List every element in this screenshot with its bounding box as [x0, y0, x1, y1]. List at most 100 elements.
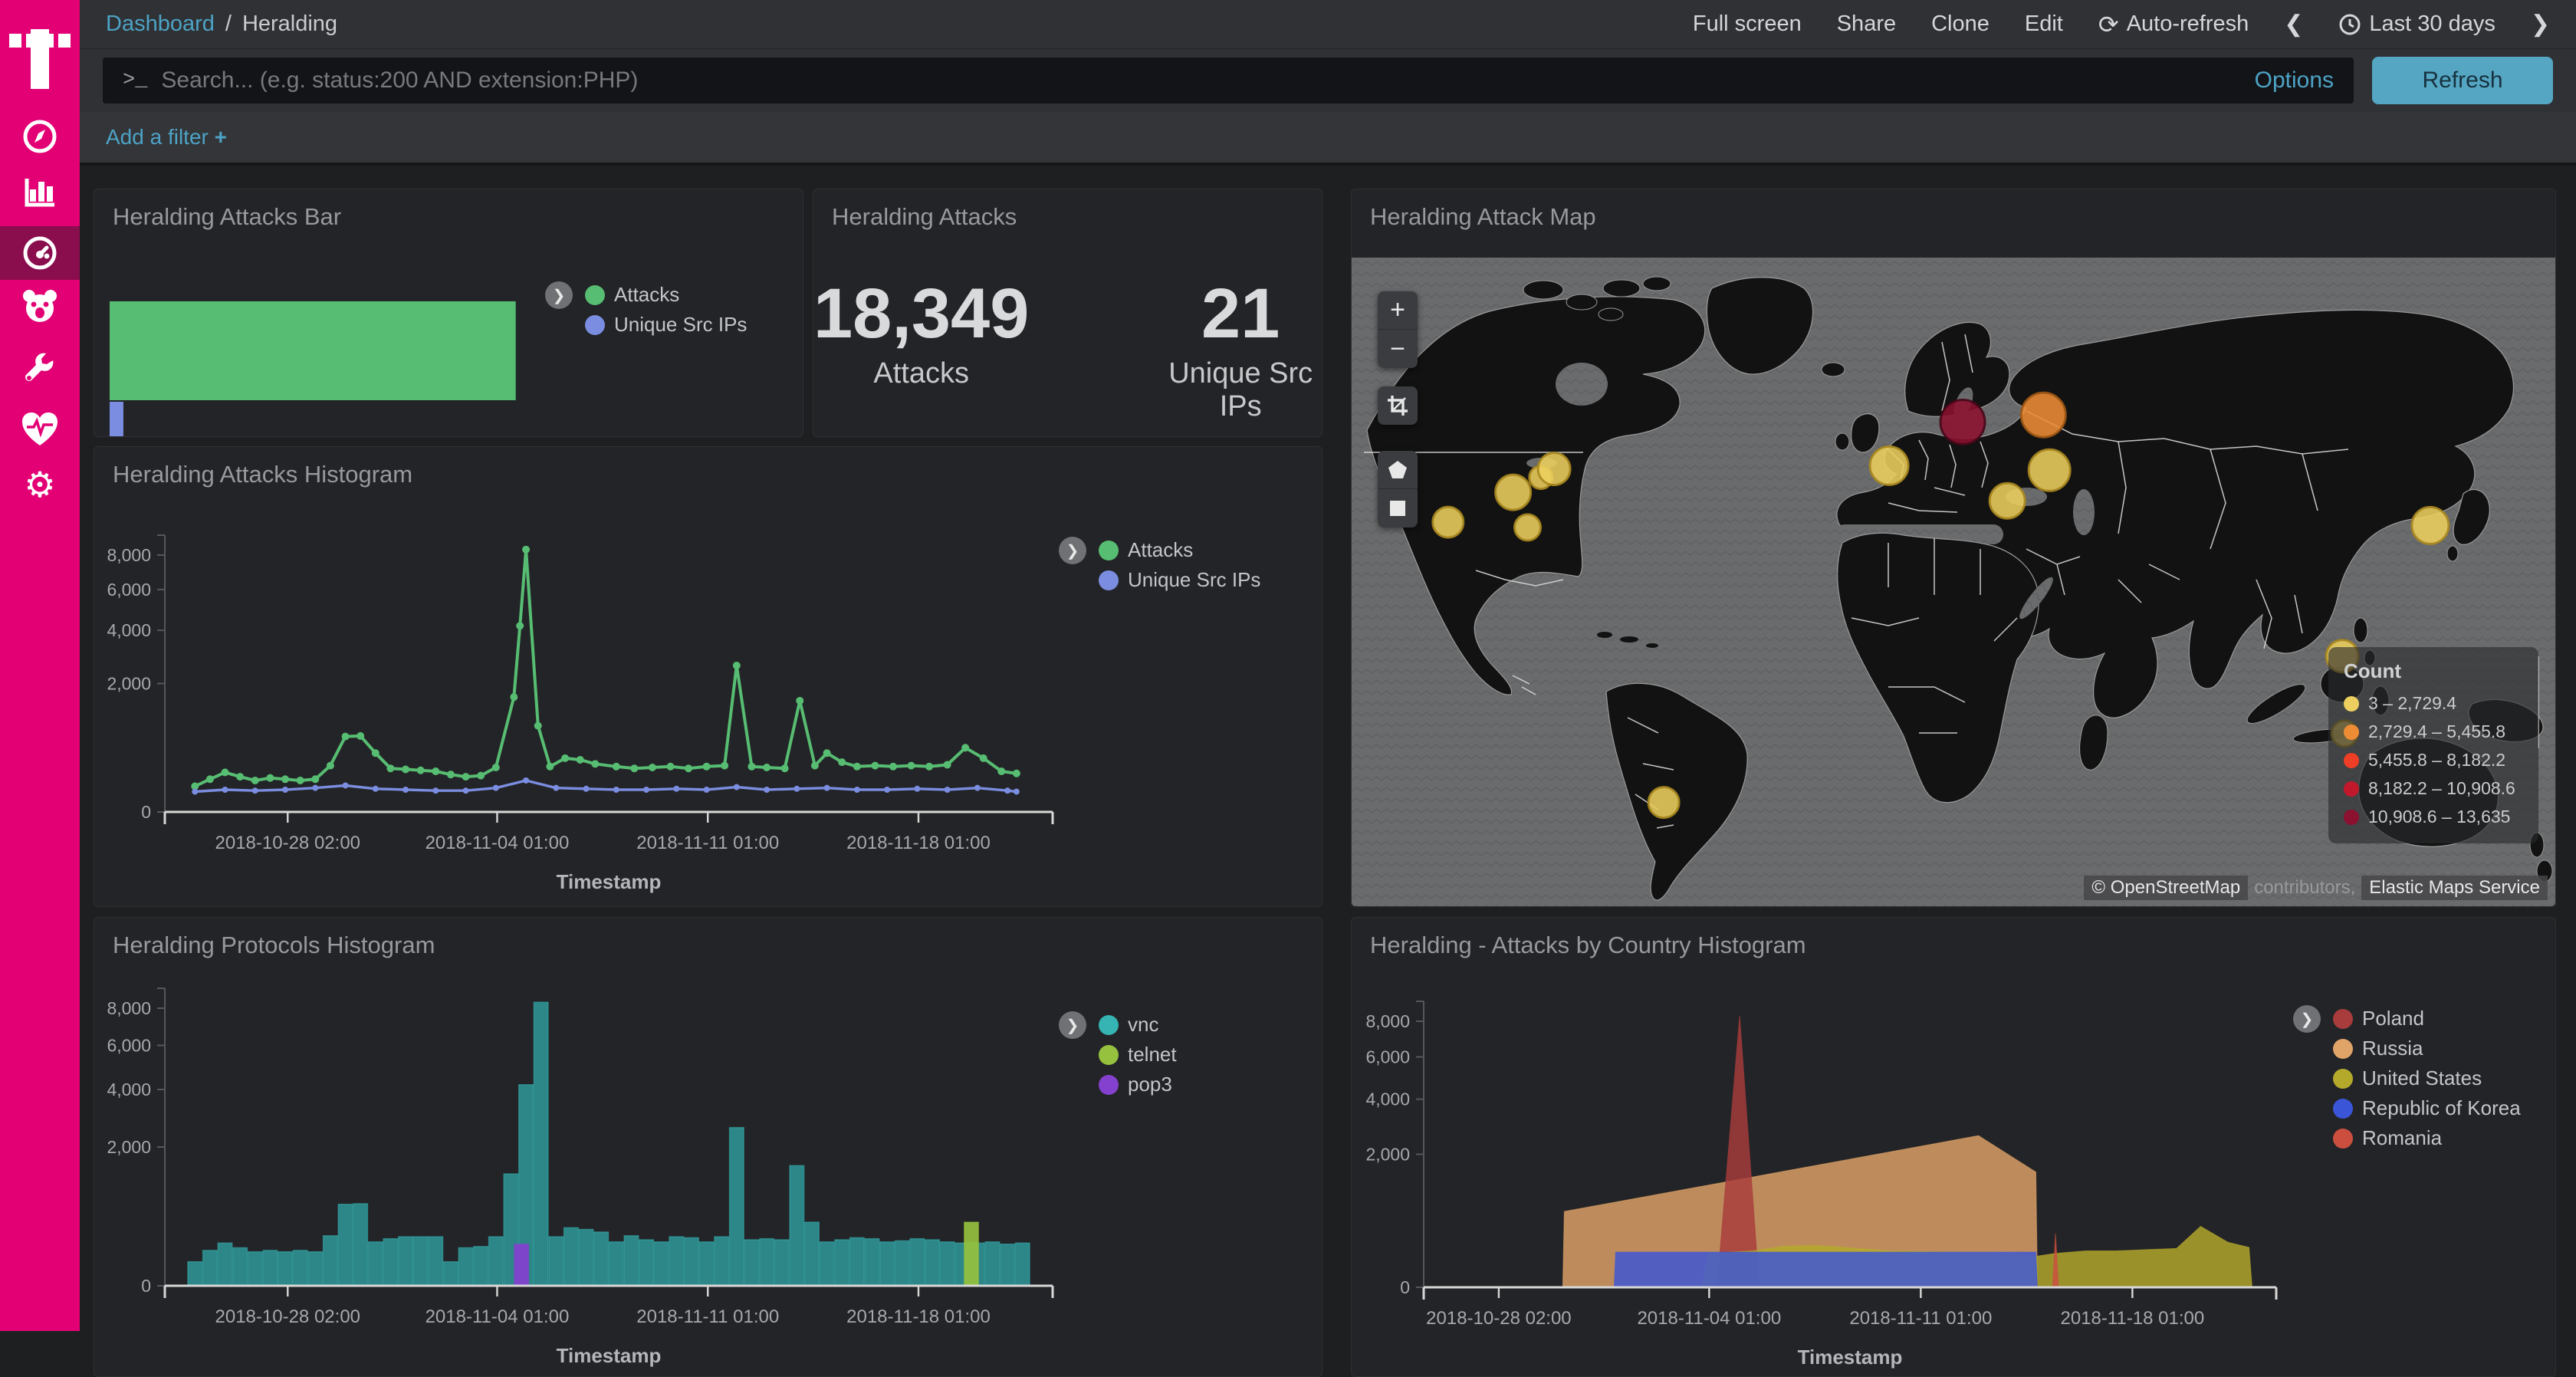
metric-unique-ips: 21 Unique Src IPs [1159, 274, 1322, 423]
legend-item-unique-src-ips[interactable]: Unique Src IPs [1099, 565, 1260, 595]
sidebar-item-devtools[interactable] [0, 341, 80, 395]
elastic-maps-attribution[interactable]: Elastic Maps Service [2361, 876, 2548, 900]
legend-color-dot [1099, 1015, 1119, 1035]
legend-color-dot [2333, 1009, 2353, 1029]
sidebar-item-management[interactable]: ⚙ [0, 458, 80, 511]
refresh-button[interactable]: Refresh [2372, 57, 2553, 104]
share-button[interactable]: Share [1837, 12, 1896, 37]
legend-toggle-button[interactable]: ❯ [1059, 537, 1086, 564]
legend-color-dot [1099, 541, 1119, 560]
map-zoom-out-button[interactable]: − [1378, 330, 1418, 368]
legend-label: Attacks [614, 283, 679, 307]
attack-location-dot[interactable] [1940, 400, 1985, 445]
legend-label: United States [2362, 1066, 2482, 1090]
legend-color-dot [2333, 1129, 2353, 1149]
clone-button[interactable]: Clone [1931, 12, 1990, 37]
osm-attribution[interactable]: © OpenStreetMap [2084, 876, 2248, 900]
tmobile-logo[interactable] [8, 23, 72, 100]
monitoring-heartbeat-icon [21, 412, 59, 447]
svg-text:8,000: 8,000 [1365, 1011, 1410, 1031]
legend-color-dot [1099, 1045, 1119, 1065]
rectangle-icon [1387, 498, 1408, 519]
map-zoom-in-button[interactable]: + [1378, 291, 1418, 330]
count-band-dot [2344, 696, 2359, 712]
discover-compass-icon [22, 119, 58, 154]
legend-label: vnc [1128, 1013, 1158, 1037]
svg-text:2018-11-04 01:00: 2018-11-04 01:00 [426, 833, 570, 853]
devtools-wrench-icon [22, 350, 58, 386]
legend-item-vnc[interactable]: vnc [1099, 1010, 1177, 1040]
panel-country-histogram: Heralding - Attacks by Country Histogram… [1351, 917, 2556, 1377]
panel-title: Heralding Protocols Histogram [113, 932, 435, 959]
legend-item-romania[interactable]: Romania [2333, 1123, 2521, 1153]
legend-color-dot [1099, 1075, 1119, 1095]
sidebar-item-monitoring[interactable] [0, 403, 80, 456]
attack-location-dot[interactable] [1870, 446, 1908, 485]
svg-text:4,000: 4,000 [1365, 1089, 1410, 1109]
attack-location-dot[interactable] [1433, 507, 1464, 537]
legend-item-attacks[interactable]: Attacks [1099, 535, 1260, 565]
attack-location-dot[interactable] [1648, 787, 1679, 818]
query-bar: >_ Options Refresh [80, 49, 2576, 112]
sidebar-item-discover[interactable] [0, 110, 80, 163]
attack-location-dot[interactable] [2021, 393, 2065, 437]
legend-label: Attacks [1128, 538, 1193, 562]
legend-item-unique-src-ips[interactable]: Unique Src IPs [585, 310, 747, 340]
attack-location-dot[interactable] [1496, 475, 1531, 510]
attack-location-dot[interactable] [1515, 514, 1541, 541]
metric-values: 18,349 Attacks 21 Unique Src IPs [813, 274, 1322, 423]
full-screen-button[interactable]: Full screen [1693, 12, 1802, 37]
search-input[interactable] [161, 67, 2240, 94]
attack-location-dot[interactable] [2029, 449, 2070, 491]
clock-icon [2338, 13, 2361, 36]
legend-item-poland[interactable]: Poland [2333, 1004, 2521, 1034]
attack-location-dot[interactable] [1538, 453, 1570, 485]
legend-label: telnet [1128, 1043, 1177, 1066]
top-navigation-bar: Dashboard / Heralding Full screen Share … [80, 0, 2576, 49]
count-band-dot [2344, 725, 2359, 740]
legend-toggle-button[interactable]: ❯ [545, 281, 573, 309]
legend-item-pop3[interactable]: pop3 [1099, 1070, 1177, 1099]
sidebar-item-honeypot[interactable] [0, 280, 80, 334]
attack-location-dot[interactable] [2412, 507, 2449, 544]
legend-toggle-button[interactable]: ❯ [2293, 1005, 2321, 1033]
legend-item-russia[interactable]: Russia [2333, 1034, 2521, 1063]
app-sidebar: ⚙ [0, 0, 80, 1331]
legend-item-telnet[interactable]: telnet [1099, 1040, 1177, 1070]
plus-icon: + [215, 125, 227, 149]
count-band-dot [2344, 753, 2359, 768]
sidebar-item-visualize[interactable] [0, 165, 80, 219]
map-fit-data-button[interactable] [1378, 386, 1418, 425]
svg-text:2018-11-11 01:00: 2018-11-11 01:00 [636, 833, 779, 853]
svg-text:2018-11-18 01:00: 2018-11-18 01:00 [2061, 1308, 2205, 1329]
legend-item-republic-of-korea[interactable]: Republic of Korea [2333, 1093, 2521, 1123]
legend-item-attacks[interactable]: Attacks [585, 280, 747, 310]
legend-toggle-button[interactable]: ❯ [1059, 1011, 1086, 1039]
add-filter-button[interactable]: Add a filter + [106, 125, 227, 150]
svg-text:2018-11-11 01:00: 2018-11-11 01:00 [1849, 1308, 1992, 1329]
metric-attacks: 18,349 Attacks [813, 274, 1029, 423]
draw-rectangle-button[interactable] [1378, 489, 1418, 527]
legend-color-dot [2333, 1099, 2353, 1119]
draw-polygon-button[interactable] [1378, 451, 1418, 489]
time-back-chevron[interactable]: ❮ [2284, 11, 2303, 38]
auto-refresh-button[interactable]: ⟳ Auto-refresh [2098, 10, 2249, 39]
legend-item-united-states[interactable]: United States [2333, 1063, 2521, 1093]
options-link[interactable]: Options [2255, 67, 2334, 94]
panel-title: Heralding Attacks Bar [113, 203, 341, 231]
time-forward-chevron[interactable]: ❯ [2531, 11, 2550, 38]
svg-text:4,000: 4,000 [107, 620, 151, 640]
breadcrumb-dashboard-link[interactable]: Dashboard [106, 12, 215, 37]
world-map[interactable]: + − [1352, 258, 2555, 906]
legend-label: Romania [2362, 1126, 2442, 1150]
attack-location-dot[interactable] [1990, 483, 2025, 518]
edit-button[interactable]: Edit [2025, 12, 2063, 37]
sidebar-item-dashboard[interactable] [0, 226, 80, 280]
svg-text:8,000: 8,000 [107, 545, 151, 565]
time-range-picker[interactable]: Last 30 days [2338, 12, 2495, 37]
legend-label: Republic of Korea [2362, 1096, 2521, 1120]
svg-text:Timestamp: Timestamp [1798, 1346, 1903, 1369]
